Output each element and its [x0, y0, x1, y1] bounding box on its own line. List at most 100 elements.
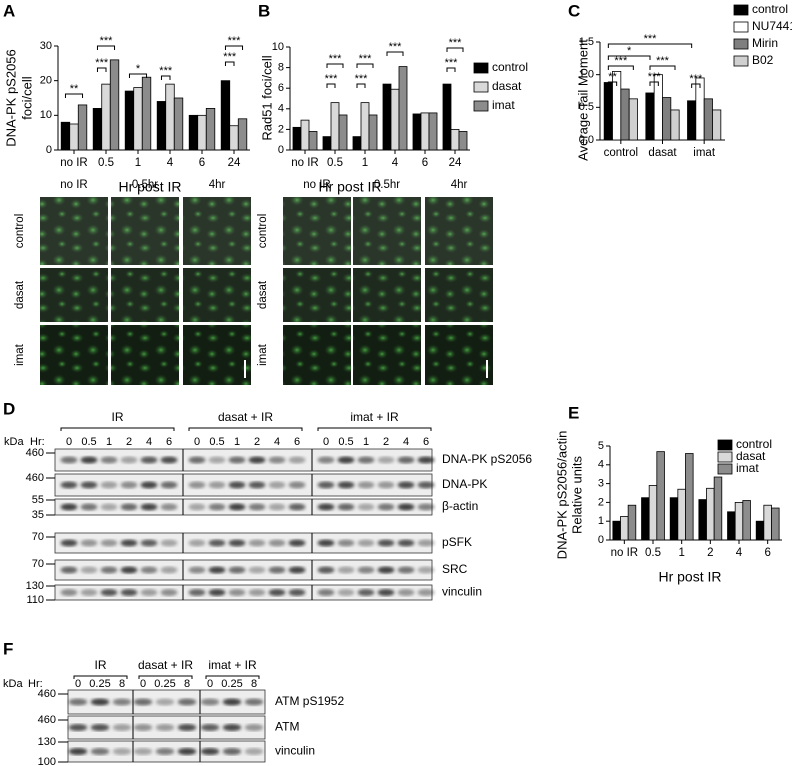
kda-label: kDa	[3, 678, 23, 690]
micrograph	[425, 325, 493, 385]
x-tick-label: 1	[362, 157, 368, 169]
significance-label: ***	[355, 73, 369, 85]
blot-band	[100, 566, 118, 574]
blot-band	[288, 456, 306, 464]
y-tick-label: 0	[46, 144, 52, 156]
micrograph	[183, 325, 251, 385]
blot-band	[337, 481, 355, 489]
blot-band	[100, 503, 118, 511]
micrograph	[183, 268, 251, 322]
legend-label: control	[752, 2, 788, 16]
significance-label: ***	[329, 53, 343, 65]
bar	[662, 97, 672, 141]
x-tick-label: 6	[764, 547, 770, 559]
blot-band	[133, 724, 153, 731]
kda-marker: 100	[38, 756, 56, 766]
significance-label: ***	[100, 35, 114, 47]
blot-band	[208, 566, 226, 574]
x-axis-label: Hr post IR	[118, 179, 181, 195]
micrograph	[40, 325, 108, 385]
bar	[69, 123, 79, 151]
lane-label: 8	[251, 678, 257, 690]
blot-band	[244, 698, 264, 706]
column-label: 4hr	[209, 179, 226, 191]
legend-label: NU7441	[752, 19, 792, 33]
blot-band	[208, 539, 226, 547]
blot-band	[120, 589, 138, 596]
bar	[300, 119, 310, 151]
blot-band	[177, 698, 197, 706]
column-label: 0.5hr	[374, 179, 400, 191]
blot-band	[417, 481, 435, 489]
legend-swatch	[733, 38, 749, 50]
blot-band	[337, 589, 355, 596]
row-label: imat	[14, 343, 26, 366]
blot-band	[80, 481, 98, 489]
kda-marker: 460	[38, 714, 56, 726]
micrograph	[425, 197, 493, 265]
lane-label: 0	[75, 678, 81, 690]
micrograph	[111, 325, 179, 385]
bar	[656, 451, 665, 541]
blot-band	[112, 748, 132, 755]
legend-label: control	[492, 60, 528, 74]
blot-band	[397, 539, 415, 547]
blot-band	[188, 481, 206, 489]
blot-band	[140, 456, 158, 464]
bar	[308, 131, 318, 151]
group-label: IR	[95, 658, 107, 672]
significance-bracket	[224, 45, 244, 50]
panel-letter: F	[3, 639, 13, 658]
kda-marker: 130	[26, 580, 44, 592]
bar	[188, 114, 199, 151]
bar	[603, 82, 613, 141]
blot-band	[208, 456, 226, 464]
significance-label: *	[627, 45, 632, 57]
group-label: imat + IR	[208, 658, 257, 672]
legend-label: dasat	[736, 449, 766, 463]
bar	[412, 113, 422, 151]
group-label: imat + IR	[350, 410, 399, 424]
blot-band	[357, 481, 375, 489]
kda-marker: 35	[32, 509, 44, 521]
bar	[237, 118, 248, 151]
bar	[669, 497, 679, 541]
band-label: SRC	[442, 562, 468, 576]
significance-bracket	[96, 67, 107, 72]
x-axis-label: Hr post IR	[318, 179, 381, 195]
x-tick-label: 4	[736, 547, 743, 559]
panel-letter: B	[258, 1, 270, 20]
blot-band	[80, 503, 98, 511]
lane-label: 6	[294, 436, 300, 448]
bar	[677, 488, 686, 541]
blot-band	[160, 539, 178, 547]
bar	[458, 131, 468, 151]
bar	[771, 507, 780, 541]
bar	[292, 126, 302, 151]
blot-band	[357, 456, 375, 464]
y-tick-label: 1.0	[579, 69, 594, 81]
legend-swatch	[717, 439, 733, 451]
significance-label: ***	[445, 57, 459, 69]
bar	[229, 125, 239, 151]
bar	[450, 128, 460, 151]
bar	[612, 520, 621, 541]
legend-swatch	[717, 451, 733, 463]
panel-letter: E	[568, 403, 579, 422]
bar	[352, 136, 362, 151]
blot-band	[80, 539, 98, 547]
micrograph	[111, 197, 179, 265]
band-label: vinculin	[442, 585, 482, 599]
legend-label: Mirin	[752, 36, 778, 50]
blot-band	[160, 503, 178, 511]
panel-letter: C	[568, 1, 580, 20]
panel-letter: A	[3, 1, 15, 20]
bar	[109, 59, 120, 151]
blot-band	[357, 539, 375, 547]
y-axis-label: Rad51 foci/cell	[259, 55, 274, 140]
blot-band	[222, 698, 242, 706]
blot-band	[80, 456, 98, 464]
blot-band	[100, 589, 118, 596]
blot-band	[397, 566, 415, 574]
blot-band	[160, 566, 178, 574]
